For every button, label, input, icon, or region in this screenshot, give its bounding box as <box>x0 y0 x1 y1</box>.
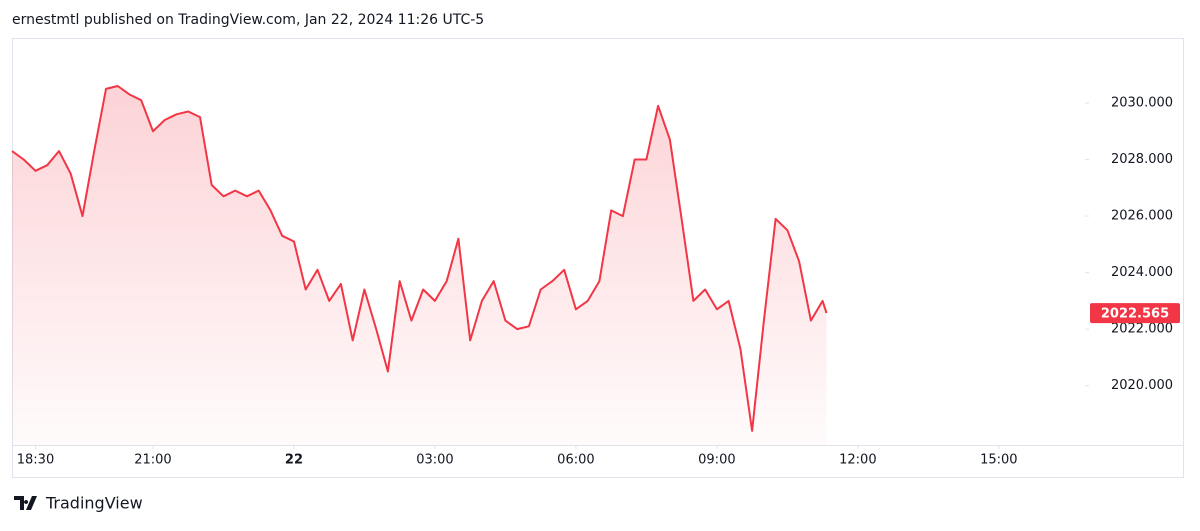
last-price-badge <box>1090 303 1180 324</box>
footer-brand: TradingView <box>45 494 143 513</box>
area-fill <box>12 86 827 445</box>
x-tick-label: 22 <box>285 453 303 468</box>
y-tick-label: 2024.000 <box>1111 265 1173 280</box>
y-tick-label: 2020.000 <box>1111 378 1173 393</box>
y-tick-label: 2026.000 <box>1111 209 1173 224</box>
x-tick-label: 15:00 <box>980 453 1017 468</box>
last-price-label: 2022.565 <box>1101 307 1169 322</box>
x-tick-label: 06:00 <box>557 453 594 468</box>
x-tick-label: 18:30 <box>17 453 54 468</box>
price-line <box>11 85 828 432</box>
x-tick-label: 21:00 <box>134 453 171 468</box>
header: ernestmtl published on TradingView.com, … <box>12 12 484 28</box>
x-tick-label: 09:00 <box>698 453 735 468</box>
x-tick-label: 12:00 <box>839 453 876 468</box>
x-tick-label: 03:00 <box>416 453 453 468</box>
y-tick-label: 2022.000 <box>1111 322 1173 337</box>
y-tick-label: 2028.000 <box>1111 152 1173 167</box>
logo <box>14 496 37 510</box>
y-tick-label: 2030.000 <box>1111 96 1173 111</box>
